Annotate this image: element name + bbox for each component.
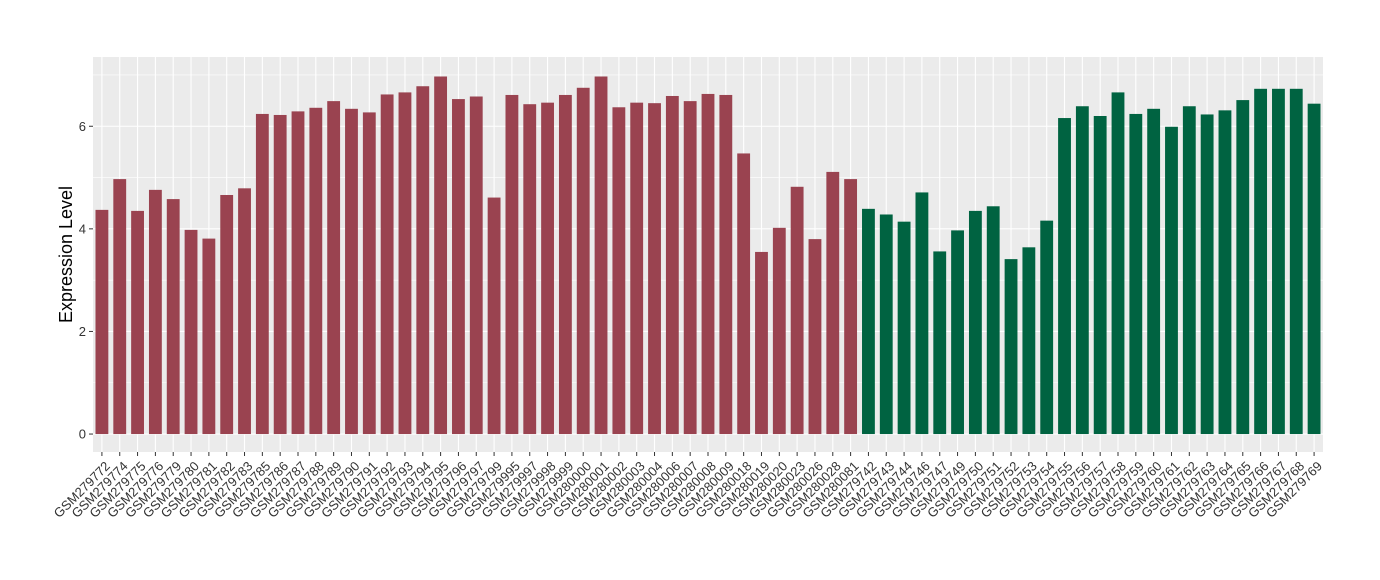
bar-GSM279783 xyxy=(238,188,251,435)
bar-GSM279750 xyxy=(968,210,982,435)
bar-GSM279782 xyxy=(220,194,234,435)
bar-GSM279797 xyxy=(469,96,483,435)
y-tick-label: 6 xyxy=(79,119,86,134)
bar-GSM279790 xyxy=(345,108,358,435)
bar-GSM279744 xyxy=(897,221,911,435)
bar-GSM279786 xyxy=(273,114,287,435)
bar-GSM279772 xyxy=(95,209,109,435)
y-tick-label: 0 xyxy=(79,427,86,442)
bar-GSM279756 xyxy=(1075,106,1089,435)
bar-GSM279767 xyxy=(1272,88,1285,435)
bar-GSM279997 xyxy=(523,104,537,435)
bar-GSM280019 xyxy=(755,251,768,435)
bar-GSM279759 xyxy=(1129,113,1143,435)
bar-GSM279753 xyxy=(1022,247,1036,435)
bar-GSM279766 xyxy=(1254,88,1268,435)
bar-GSM280018 xyxy=(737,153,751,435)
bar-GSM279779 xyxy=(166,199,180,435)
bar-GSM280002 xyxy=(612,107,626,435)
bar-GSM280004 xyxy=(648,103,661,435)
bar-GSM279774 xyxy=(113,179,127,435)
bar-GSM280023 xyxy=(790,186,804,435)
bar-GSM280009 xyxy=(719,94,733,435)
bar-GSM279768 xyxy=(1289,88,1303,435)
bar-GSM279788 xyxy=(309,107,323,435)
bar-GSM279764 xyxy=(1218,110,1232,435)
bar-GSM279746 xyxy=(915,192,929,435)
bar-GSM280008 xyxy=(701,93,715,435)
bar-GSM279760 xyxy=(1147,108,1161,435)
bar-GSM280028 xyxy=(826,171,840,435)
bar-GSM279761 xyxy=(1165,126,1178,435)
bar-GSM279789 xyxy=(327,101,341,435)
bar-GSM279791 xyxy=(362,112,376,435)
bar-GSM280003 xyxy=(630,102,644,435)
bar-GSM279752 xyxy=(1004,259,1018,435)
y-axis-title: Expression Level xyxy=(56,186,76,323)
bar-GSM279743 xyxy=(879,214,893,435)
bar-GSM279787 xyxy=(291,111,305,435)
y-tick-label: 2 xyxy=(79,324,86,339)
bar-GSM279765 xyxy=(1236,100,1250,435)
bar-GSM279998 xyxy=(541,102,554,435)
bar-GSM279794 xyxy=(416,86,430,435)
x-axis: GSM279772GSM279774GSM279775GSM279776GSM2… xyxy=(51,452,1325,521)
bar-GSM279751 xyxy=(986,206,1000,435)
bar-GSM279762 xyxy=(1182,106,1196,435)
bar-GSM279775 xyxy=(131,210,144,435)
bar-GSM279757 xyxy=(1093,115,1107,435)
bars xyxy=(95,76,1321,435)
bar-GSM279755 xyxy=(1058,118,1071,435)
bar-GSM280000 xyxy=(576,87,590,435)
bar-GSM279793 xyxy=(398,92,412,435)
bar-GSM279769 xyxy=(1307,103,1321,435)
bar-GSM280081 xyxy=(844,179,858,435)
bar-GSM279776 xyxy=(148,189,162,435)
bar-GSM279763 xyxy=(1200,114,1214,435)
bar-GSM279795 xyxy=(434,76,448,435)
bar-GSM279995 xyxy=(505,94,519,435)
bar-GSM279780 xyxy=(184,229,198,435)
bar-GSM280026 xyxy=(808,239,822,435)
bar-GSM279785 xyxy=(255,113,269,435)
bar-GSM279758 xyxy=(1111,92,1125,435)
bar-GSM280007 xyxy=(683,101,697,435)
y-tick-label: 4 xyxy=(79,221,86,236)
bar-GSM279999 xyxy=(558,94,572,435)
bar-GSM280020 xyxy=(772,227,786,435)
bar-GSM279799 xyxy=(487,197,501,435)
bar-GSM279792 xyxy=(380,94,394,435)
bar-GSM279742 xyxy=(862,208,875,435)
bar-GSM279781 xyxy=(202,238,216,435)
bar-GSM279754 xyxy=(1040,220,1054,435)
bar-GSM279749 xyxy=(951,230,964,435)
bar-GSM280001 xyxy=(594,76,608,435)
y-axis: 0 2 4 6 xyxy=(79,119,93,442)
bar-GSM280006 xyxy=(665,95,679,435)
bar-GSM279747 xyxy=(933,251,947,435)
bar-GSM279796 xyxy=(452,99,465,435)
